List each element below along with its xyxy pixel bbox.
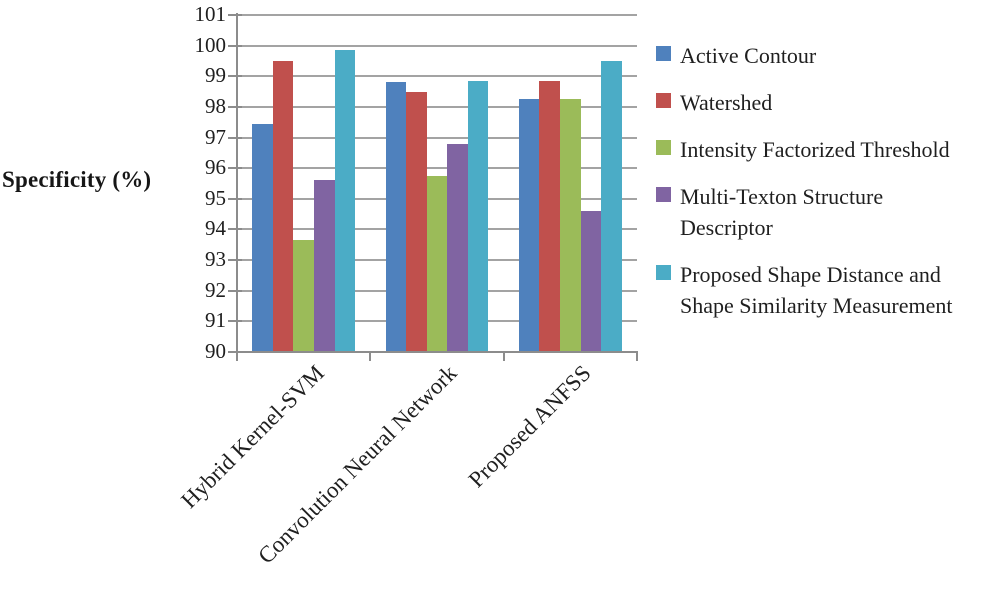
y-tick-label: 90	[205, 339, 226, 363]
x-tick	[369, 352, 372, 361]
y-axis-title: Specificity (%)	[2, 167, 152, 192]
x-axis-line	[236, 351, 638, 353]
bar-intensity-factorized-threshold	[426, 175, 448, 352]
y-tick-label: 97	[205, 124, 226, 149]
y-tick-label: 96	[205, 155, 226, 180]
legend-label: Intensity Factorized Threshold	[680, 137, 950, 162]
y-tick	[228, 44, 242, 47]
legend-label: Multi-Texton Structure Descriptor	[680, 184, 884, 240]
y-tick-label: 100	[194, 32, 227, 57]
bar-watershed	[406, 91, 427, 352]
bar-active-contour	[252, 123, 273, 352]
legend-label: Active Contour	[680, 43, 817, 68]
bar-active-contour	[518, 99, 540, 352]
bar-proposed-shape-distance-and-shape-similarity-measurement	[467, 80, 489, 352]
bar-proposed-shape-distance-and-shape-similarity-measurement	[601, 60, 622, 352]
y-tick	[228, 197, 242, 200]
x-tick	[502, 352, 505, 361]
legend-swatch-watershed	[656, 93, 671, 108]
y-tick	[228, 14, 242, 16]
y-tick-label: 92	[205, 277, 226, 302]
gridline	[237, 44, 637, 47]
legend-swatch-multi-texton-structure-descriptor	[656, 187, 671, 202]
legend-swatch-active-contour	[656, 46, 671, 61]
x-axis-label: Proposed ANFSS	[463, 360, 596, 493]
legend-item: Multi-Texton Structure Descriptor	[656, 181, 970, 243]
y-tick	[228, 105, 242, 108]
y-tick-label: 101	[194, 2, 227, 26]
bar-multi-texton-structure-descriptor	[580, 211, 602, 352]
bar-intensity-factorized-threshold	[560, 99, 581, 352]
y-axis-line	[236, 13, 238, 354]
gridline	[237, 105, 637, 108]
y-tick	[228, 259, 242, 262]
y-tick	[228, 351, 242, 353]
y-tick	[228, 167, 242, 170]
legend-item: Proposed Shape Distance and Shape Simila…	[656, 259, 970, 321]
y-tick	[228, 228, 242, 231]
legend-swatch-proposed-shape-distance-and-shape-similarity-measurement	[656, 265, 671, 280]
y-tick-label: 94	[205, 216, 226, 241]
gridline	[237, 136, 637, 139]
legend-label: Proposed Shape Distance and Shape Simila…	[680, 262, 953, 318]
bar-multi-texton-structure-descriptor	[313, 180, 335, 352]
y-tick	[228, 136, 242, 139]
y-tick-label: 93	[205, 247, 226, 272]
legend-item: Watershed	[656, 87, 970, 118]
legend-swatch-intensity-factorized-threshold	[656, 140, 671, 155]
y-tick-label: 98	[205, 93, 226, 118]
gridline	[237, 14, 637, 16]
x-axis-label: Hybrid Kernel-SVM	[175, 360, 329, 514]
y-tick-label: 95	[205, 185, 226, 210]
bar-active-contour	[385, 82, 407, 352]
legend: Active Contour Watershed Intensity Factori…	[656, 40, 970, 321]
y-tick	[228, 320, 242, 323]
bar-proposed-shape-distance-and-shape-similarity-measurement	[334, 50, 356, 352]
bar-intensity-factorized-threshold	[293, 240, 314, 352]
bar-watershed	[539, 80, 561, 352]
bar-multi-texton-structure-descriptor	[447, 143, 468, 352]
y-tick-label: 91	[205, 308, 226, 333]
gridline	[237, 75, 637, 78]
x-tick	[236, 352, 238, 361]
y-tick	[228, 289, 242, 292]
legend-item: Intensity Factorized Threshold	[656, 134, 970, 165]
bar-watershed	[272, 60, 294, 352]
x-tick	[636, 352, 638, 361]
legend-item: Active Contour	[656, 40, 970, 71]
legend-label: Watershed	[680, 90, 773, 115]
y-tick-label: 99	[205, 63, 226, 88]
y-tick	[228, 75, 242, 78]
gridline	[237, 167, 637, 170]
